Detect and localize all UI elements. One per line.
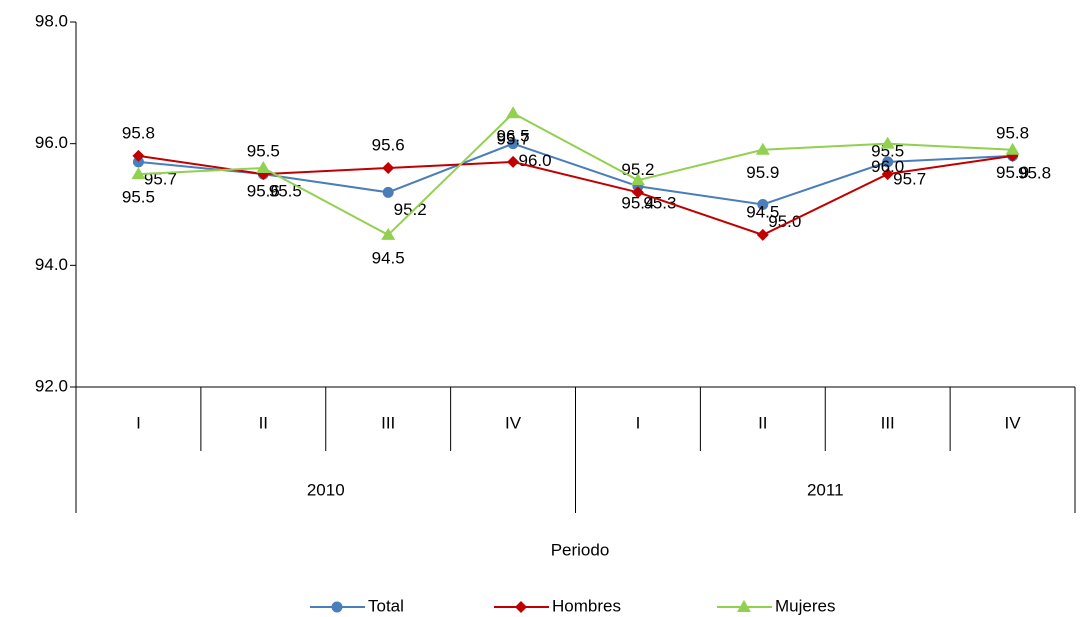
legend-label: Mujeres [775, 596, 835, 615]
data-label: 95.5 [269, 182, 302, 201]
data-label: 95.5 [871, 142, 904, 161]
data-label: 96.0 [871, 157, 904, 176]
point [881, 168, 894, 181]
x-tick-label: II [758, 413, 767, 432]
x-tick-label: IV [1005, 413, 1022, 432]
data-label: 95.6 [372, 135, 405, 154]
point [132, 149, 145, 162]
data-label: 95.5 [122, 188, 155, 207]
x-tick-label: III [381, 413, 395, 432]
legend-label: Total [368, 596, 404, 615]
data-label: 94.5 [372, 248, 405, 267]
data-label: 94.5 [746, 202, 779, 221]
series-line [138, 142, 1013, 206]
legend-label: Hombres [552, 596, 621, 615]
point [630, 173, 645, 186]
series-line [138, 112, 1013, 237]
data-label: 95.9 [746, 163, 779, 182]
data-label: 95.6 [247, 181, 280, 200]
point [755, 142, 770, 155]
point [507, 138, 519, 150]
point [507, 155, 520, 168]
data-label: 95.8 [1018, 163, 1051, 182]
x-tick-label: II [259, 413, 268, 432]
point [506, 106, 521, 119]
x-axis-title: Periodo [551, 540, 610, 559]
data-label: 95.0 [768, 212, 801, 231]
point [757, 199, 769, 210]
point [880, 136, 895, 149]
point [381, 227, 396, 240]
data-label: 95.7 [497, 129, 530, 148]
y-tick-label: 96.0 [35, 133, 68, 152]
point [256, 161, 271, 173]
data-label: 96.5 [497, 127, 530, 146]
point [737, 600, 751, 612]
group-label: 2010 [307, 480, 345, 499]
data-label: 95.4 [621, 194, 654, 213]
y-tick-label: 98.0 [35, 11, 68, 30]
point [1005, 142, 1020, 155]
x-tick-label: III [881, 413, 895, 432]
data-label: 95.8 [122, 123, 155, 142]
data-label: 95.7 [893, 169, 926, 188]
point [382, 186, 394, 198]
point [882, 156, 894, 168]
group-label: 2011 [807, 480, 844, 499]
point [631, 186, 644, 199]
point [382, 162, 395, 174]
point [331, 601, 343, 613]
x-tick-label: I [636, 413, 641, 432]
point [515, 601, 527, 613]
point [131, 167, 146, 180]
y-tick-label: 94.0 [35, 255, 68, 274]
x-tick-label: IV [505, 413, 522, 432]
y-tick-label: 92.0 [35, 376, 68, 395]
x-tick-label: I [136, 413, 141, 432]
series-line [138, 154, 1013, 236]
point [756, 228, 769, 241]
data-label: 95.3 [643, 194, 676, 213]
data-label: 95.5 [247, 142, 280, 161]
data-label: 95.8 [996, 123, 1029, 142]
data-label: 95.2 [621, 160, 654, 179]
point [132, 156, 144, 168]
data-label: 95.9 [996, 163, 1029, 182]
